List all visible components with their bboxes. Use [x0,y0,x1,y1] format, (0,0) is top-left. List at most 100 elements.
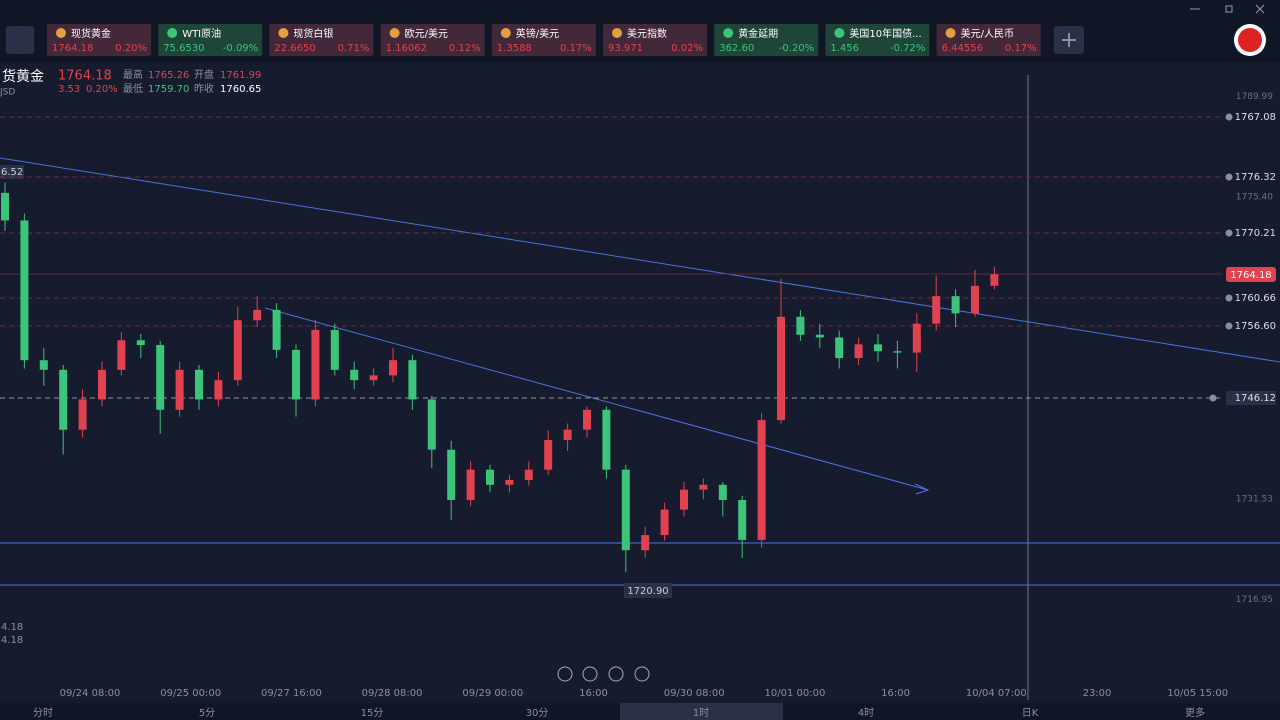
ticker-name: 欧元/美元 [405,27,448,40]
tab[interactable]: 30分 [526,707,549,719]
alert-bell [1209,394,1217,402]
ticker-change: -0.20% [779,43,814,54]
candle-body [350,369,359,381]
x-tick-label: 16:00 [881,688,910,699]
ticker-name: 美元/人民币 [961,27,1014,40]
ticker-price: 6.44556 [942,43,983,54]
ticker-icon [612,28,622,38]
alert-bell [1225,229,1233,237]
candle-body [738,499,747,540]
candle-body [59,369,68,430]
quote-price: 1764.18 [58,69,112,84]
x-tick-label: 09/29 00:00 [462,688,523,699]
candle-body [233,320,242,381]
ticker-price: 1764.18 [52,43,93,54]
ticker-card[interactable] [825,24,930,56]
ticker-icon [834,28,845,38]
ticker-icon [945,28,956,38]
candle-body [39,360,48,370]
candle-body [912,323,921,353]
candle-body [621,469,630,551]
low-label: 1720.90 [627,586,668,597]
alert-label: 1760.66 [1235,293,1276,304]
tab[interactable]: 更多 [1185,706,1205,719]
plus-icon [1062,33,1076,47]
tab[interactable]: 1时 [693,707,709,719]
tab[interactable]: 15分 [361,707,384,719]
candle-body [563,429,572,441]
value: 1765.26 [148,70,189,81]
candle-body [175,369,184,410]
ticker-card[interactable] [491,24,596,56]
trend-line [0,157,1280,363]
candle-body [796,316,805,335]
edge-tag [0,165,24,179]
ticker-name: 美国10年国债... [849,27,921,40]
ticker-card[interactable] [380,24,485,56]
tab[interactable]: 分时 [33,707,53,719]
ticker-card[interactable] [47,24,151,56]
x-tick-label: 10/05 15:00 [1167,688,1228,699]
x-tick-label: 09/25 00:00 [160,688,221,699]
ticker-change: 0.02% [671,43,703,54]
value: 1759.70 [148,84,189,95]
candle-body [117,340,126,370]
candle-body [699,484,708,490]
candle-body [641,535,650,551]
change-pct: 0.20% [86,84,118,95]
tab[interactable]: 4时 [858,707,874,719]
candle-body [990,274,999,286]
candle-body [272,309,281,350]
candle-body [389,360,397,376]
candle-body [486,469,494,485]
ticker-change: 0.17% [1005,43,1037,54]
candle-body [136,340,145,346]
y-tick-label: 1775.40 [1236,193,1273,203]
alert-bell [1225,294,1233,302]
ticker-card[interactable] [714,24,819,56]
alert-tag [1226,391,1276,405]
candle-body [505,479,514,485]
window-controls[interactable] [1190,4,1265,14]
ticker-card[interactable] [603,24,707,56]
ticker-icon [500,28,511,38]
ticker-price: 362.60 [719,43,754,54]
ticker-price: 75.6530 [163,43,204,54]
ticker-price: 1.456 [830,43,859,54]
candle-body [718,484,727,500]
currency: JSD [0,88,15,98]
ticker-card[interactable] [158,24,263,56]
candle-body [466,469,475,500]
tab[interactable]: 5分 [199,707,215,719]
ticker-price: 1.3588 [497,43,532,54]
tab[interactable]: 日K [1022,708,1039,719]
current-price: 1764.18 [1230,270,1271,281]
ticker-change: -0.09% [223,43,258,54]
ticker-price: 1.16062 [386,43,427,54]
alert-label: 1746.12 [1235,393,1276,404]
ticker-card[interactable] [936,24,1041,56]
label: 最低 [123,82,143,95]
playback-controls[interactable] [557,666,650,682]
candle-body [20,220,29,361]
candle-body [524,469,533,480]
y-tick-label: 1716.95 [1236,595,1273,605]
alert-label: 1756.60 [1235,321,1276,332]
candle-body [971,285,979,314]
candle-body [854,344,863,359]
candle-body [78,399,87,430]
symbol-name[interactable]: 货黄金 [2,68,44,85]
candle-body [932,296,941,324]
ticker-name: 现货黄金 [71,27,111,40]
ticker-name: 现货白银 [293,27,333,40]
candle-body [330,329,339,370]
alert-label: 1770.21 [1235,228,1276,239]
ticker-card[interactable] [269,24,374,56]
ticker-name: 美元指数 [627,27,667,40]
candle-body [427,399,436,450]
y-tick-label: 1731.53 [1236,495,1273,505]
menu-button[interactable] [6,26,34,54]
ticker-change: 0.71% [338,43,370,54]
candle-body [447,449,456,500]
